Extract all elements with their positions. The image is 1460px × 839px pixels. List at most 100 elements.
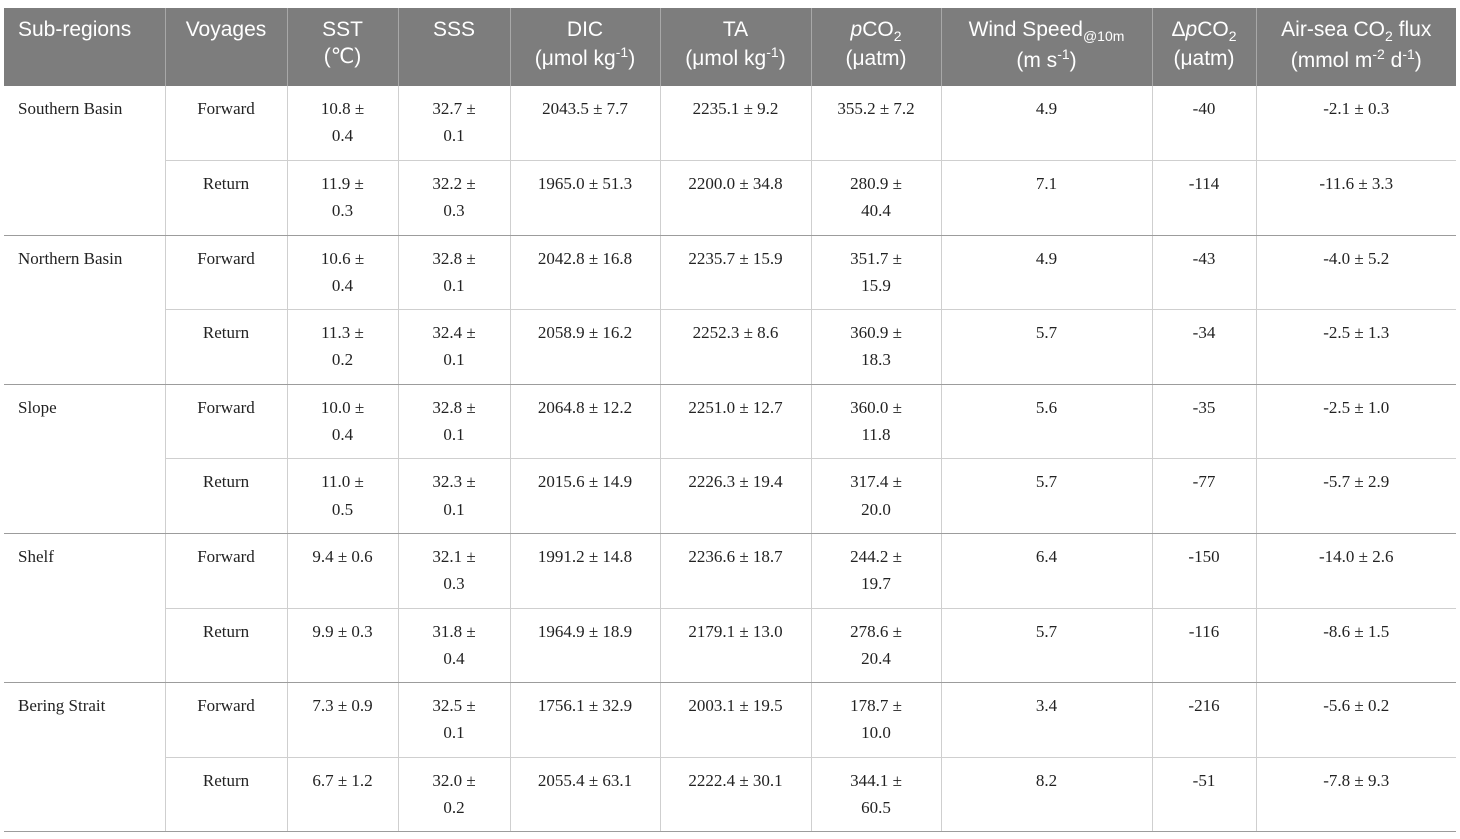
header-cell: Sub-regions: [4, 8, 165, 86]
cell-text: 10.0 ± 0.4: [320, 397, 365, 445]
cell-text: -2.5 ± 1.3: [1323, 323, 1390, 343]
region-label: Slope: [18, 397, 57, 417]
value-cell: 2226.3 ± 19.4: [659, 458, 811, 535]
value-cell: 2179.1 ± 13.0: [659, 608, 811, 684]
cell-text: 4.9: [1035, 248, 1058, 268]
value-cell: 11.3 ± 0.2: [286, 309, 398, 385]
voyage-cell: Forward: [164, 682, 287, 758]
cell-text: 32.0 ± 0.2: [432, 770, 476, 818]
cell-text: 2179.1 ± 13.0: [688, 621, 783, 641]
header-text: ): [1414, 49, 1422, 73]
cell-text: -7.8 ± 9.3: [1323, 770, 1390, 790]
header-text: ): [628, 47, 636, 71]
value-cell: 10.8 ± 0.4: [286, 86, 398, 162]
table-row: Return 6.7 ± 1.2 32.0 ± 0.2 2055.4 ± 63.1 22…: [4, 757, 1456, 833]
voyage-cell: Return: [164, 309, 287, 385]
voyage-label: Return: [202, 472, 250, 492]
voyage-cell: Return: [164, 608, 287, 684]
region-cell: Southern Basin: [4, 86, 165, 236]
value-cell: -34: [1151, 309, 1256, 385]
cell-text: 32.1 ± 0.3: [432, 547, 476, 594]
header-cell: DIC (μmol kg-1): [509, 8, 660, 86]
cell-text: 31.8 ± 0.4: [432, 621, 476, 668]
table-header: Sub-regions Voyages SST (℃) SSS DIC (μmol …: [4, 8, 1456, 86]
header-cell: TA (μmol kg-1): [659, 8, 811, 86]
cell-text: -8.6 ± 1.5: [1323, 621, 1390, 641]
region-cell: Bering Strait: [4, 682, 165, 833]
header-text: 2: [1385, 28, 1393, 45]
header-cell: Air-sea CO2 flux (mmol m-2 d-1): [1255, 8, 1456, 86]
header-text: -1: [1402, 46, 1415, 63]
cell-text: -34: [1192, 323, 1216, 343]
header-text: CO: [862, 18, 894, 41]
value-cell: -8.6 ± 1.5: [1255, 608, 1456, 684]
cell-text: -43: [1192, 248, 1216, 268]
value-cell: -5.7 ± 2.9: [1255, 458, 1456, 535]
value-cell: -116: [1151, 608, 1256, 684]
header-text: SSS: [432, 18, 476, 41]
table-row: Slope Forward 10.0 ± 0.4 32.8 ± 0.1 2064.8 ±…: [4, 384, 1456, 535]
cell-text: -150: [1188, 547, 1220, 567]
cell-text: 360.0 ± 11.8: [850, 397, 902, 445]
cell-text: 2043.5 ± 7.7: [542, 99, 628, 118]
cell-text: -4.0 ± 5.2: [1323, 248, 1390, 268]
header-text: p: [1185, 18, 1198, 41]
value-cell: 8.2: [940, 757, 1152, 833]
cell-text: 11.9 ± 0.3: [321, 174, 364, 221]
header-text: ): [778, 47, 786, 71]
value-cell: 2251.0 ± 12.7: [659, 384, 811, 460]
value-cell: 32.1 ± 0.3: [397, 533, 510, 609]
value-cell: -43: [1151, 235, 1256, 311]
table-row: Return 11.0 ± 0.5 32.3 ± 0.1 2015.6 ± 14.9 2…: [4, 458, 1456, 535]
value-cell: 32.2 ± 0.3: [397, 160, 510, 236]
cell-text: 2252.3 ± 8.6: [692, 323, 779, 343]
cell-text: -2.1 ± 0.3: [1323, 99, 1390, 118]
value-cell: -114: [1151, 160, 1256, 236]
value-cell: 317.4 ± 20.0: [810, 458, 941, 535]
value-cell: 32.4 ± 0.1: [397, 309, 510, 385]
table-row: Return 11.3 ± 0.2 32.4 ± 0.1 2058.9 ± 16.2 2…: [4, 309, 1456, 385]
header-cell: Wind Speed@10m (m s-1): [940, 8, 1152, 86]
cell-text: 7.3 ± 0.9: [312, 696, 373, 716]
cell-text: 280.9 ± 40.4: [850, 174, 902, 221]
cell-text: 32.3 ± 0.1: [432, 472, 476, 519]
header-cell: SSS: [397, 8, 510, 86]
header-text: ): [1069, 49, 1077, 73]
table-row: Return 9.9 ± 0.3 31.8 ± 0.4 1964.9 ± 18.9 21…: [4, 608, 1456, 684]
value-cell: 7.1: [940, 160, 1152, 236]
value-cell: 178.7 ± 10.0: [810, 682, 941, 758]
value-cell: 31.8 ± 0.4: [397, 608, 510, 684]
header-text: -1: [766, 44, 779, 61]
cell-text: 1756.1 ± 32.9: [537, 696, 633, 716]
cell-text: 6.4: [1035, 547, 1058, 567]
cell-text: 355.2 ± 7.2: [837, 99, 915, 118]
voyage-label: Forward: [197, 696, 255, 716]
cell-text: 10.6 ± 0.4: [320, 248, 365, 295]
value-cell: -2.5 ± 1.0: [1255, 384, 1456, 460]
cell-text: -114: [1188, 174, 1220, 194]
value-cell: -77: [1151, 458, 1256, 535]
cell-text: 32.5 ± 0.1: [432, 696, 476, 743]
region-label: Southern Basin: [18, 99, 123, 118]
cell-text: 9.4 ± 0.6: [312, 547, 373, 567]
value-cell: -51: [1151, 757, 1256, 833]
cell-text: 10.8 ± 0.4: [320, 99, 365, 146]
table-row: Return 11.9 ± 0.3 32.2 ± 0.3 1965.0 ± 51.3 2…: [4, 160, 1456, 236]
value-cell: 280.9 ± 40.4: [810, 160, 941, 236]
value-cell: 1964.9 ± 18.9: [509, 608, 660, 684]
value-cell: 5.7: [940, 608, 1152, 684]
value-cell: 5.6: [940, 384, 1152, 460]
cell-text: 360.9 ± 18.3: [850, 323, 902, 370]
header-text: Δ: [1171, 18, 1186, 41]
value-cell: -216: [1151, 682, 1256, 758]
header-text: @10m: [1082, 28, 1125, 45]
header-text: Sub-regions: [18, 18, 132, 41]
value-cell: 6.7 ± 1.2: [286, 757, 398, 833]
header-cell: ΔpCO2 (μatm): [1151, 8, 1256, 86]
value-cell: 4.9: [940, 86, 1152, 162]
cell-text: 8.2: [1035, 770, 1058, 790]
value-cell: 32.0 ± 0.2: [397, 757, 510, 833]
value-cell: -2.5 ± 1.3: [1255, 309, 1456, 385]
value-cell: 360.0 ± 11.8: [810, 384, 941, 460]
